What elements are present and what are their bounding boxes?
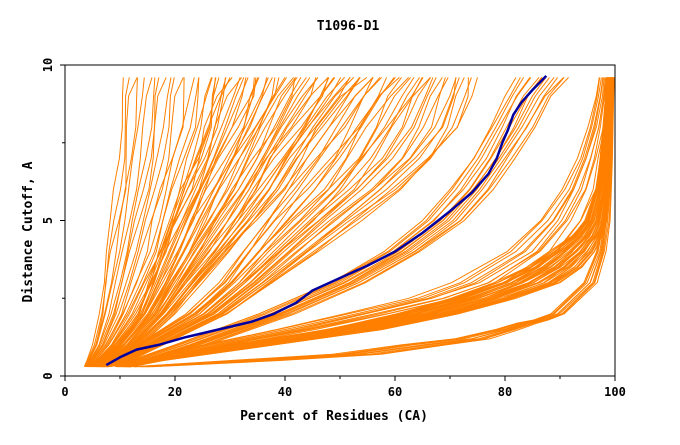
model-curve-45 (92, 77, 302, 368)
model-curve-6 (85, 77, 156, 367)
model-curve-3 (84, 77, 138, 367)
model-curve-13 (87, 77, 195, 368)
model-curve-170 (138, 77, 613, 368)
model-curve-103 (104, 77, 547, 368)
model-curve-0 (83, 77, 124, 367)
model-curve-29 (89, 77, 247, 368)
y-tick-label: 0 (41, 372, 55, 379)
model-curve-115 (118, 77, 605, 368)
model-curve-19 (89, 77, 217, 368)
x-tick-label: 40 (278, 385, 292, 399)
model-curve-4 (84, 77, 145, 367)
x-tick-label: 20 (168, 385, 182, 399)
model-curve-97 (99, 77, 525, 368)
x-tick-label: 0 (61, 385, 68, 399)
model-curve-10 (86, 77, 175, 368)
model-curve-54 (95, 77, 330, 368)
model-curve-126 (121, 77, 608, 368)
model-curve-67 (93, 77, 374, 368)
model-curve-105 (105, 77, 555, 368)
model-curve-111 (116, 77, 601, 368)
model-curve-96 (98, 77, 521, 368)
model-curve-94 (103, 77, 478, 368)
model-curve-50 (94, 77, 317, 368)
x-axis: 0 20 40 60 80 100 (61, 376, 626, 399)
model-curve-35 (90, 77, 268, 368)
x-tick-label: 80 (498, 385, 512, 399)
model-curve-95 (98, 77, 517, 368)
model-curve-114 (118, 77, 604, 368)
model-curve-40 (91, 77, 286, 368)
x-tick-label: 60 (388, 385, 402, 399)
model-curve-110 (114, 77, 600, 368)
chart-title: T1096-D1 (317, 19, 380, 34)
y-axis: 0 5 10 (41, 58, 65, 380)
highlight-curve (105, 75, 548, 367)
model-curve-26 (88, 77, 241, 368)
model-curve-1 (84, 77, 130, 367)
model-curve-176 (151, 77, 615, 368)
model-lines (83, 76, 615, 368)
model-curve-112 (117, 77, 602, 368)
y-tick-label: 5 (41, 217, 55, 224)
model-curve-104 (104, 77, 550, 368)
model-curve-9 (86, 77, 172, 368)
y-tick-label: 10 (41, 58, 55, 72)
model-curve-118 (122, 77, 608, 368)
model-curve-72 (95, 77, 395, 368)
x-axis-title: Percent of Residues (CA) (240, 409, 428, 424)
model-curve-24 (87, 77, 231, 368)
x-tick-label: 100 (604, 385, 626, 399)
model-curve-15 (88, 77, 200, 368)
model-curve-44 (93, 77, 296, 368)
y-axis-title: Distance Cutoff, A (21, 161, 36, 302)
model-curve-173 (144, 77, 614, 368)
model-curve-99 (100, 77, 531, 368)
highlight-line (105, 75, 548, 367)
model-curve-90 (101, 77, 460, 368)
